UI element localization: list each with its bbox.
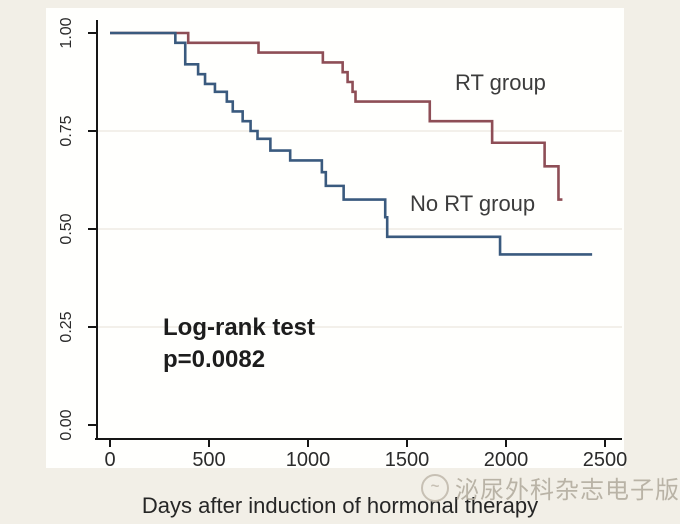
y-tick-label: 0.00 xyxy=(58,409,75,440)
x-axis-title: Days after induction of hormonal therapy xyxy=(141,493,539,518)
log-rank-test-line: Log-rank test xyxy=(163,314,316,341)
x-tick-label: 1000 xyxy=(286,449,331,471)
survival-curve-rt-group xyxy=(110,31,563,201)
journal-watermark: ~ 泌尿外科杂志电子版 xyxy=(421,470,680,505)
y-tick-label: 0.50 xyxy=(58,213,75,244)
y-tick-label: 1.00 xyxy=(58,17,75,48)
p-value-line: p=0.0082 xyxy=(163,346,266,373)
x-tick-label: 2500 xyxy=(583,449,628,471)
x-tick-label: 2000 xyxy=(484,449,529,471)
x-tick-label: 500 xyxy=(192,449,225,471)
y-tick-label: 0.25 xyxy=(58,311,75,342)
watermark-text: 泌尿外科杂志电子版 xyxy=(455,477,680,504)
no-rt-group-curve-label: No RT group xyxy=(410,191,536,216)
watermark-logo-icon: ~ xyxy=(421,473,449,502)
plot-background xyxy=(46,8,624,468)
x-tick-label: 0 xyxy=(104,449,115,471)
log-rank-annotation: Log-rank test p=0.0082 xyxy=(163,312,315,376)
x-tick-label: 1500 xyxy=(385,449,430,471)
rt-group-curve-label: RT group xyxy=(455,70,546,95)
y-tick-label: 0.75 xyxy=(58,115,75,146)
survival-curve-no-rt-group xyxy=(110,31,593,256)
